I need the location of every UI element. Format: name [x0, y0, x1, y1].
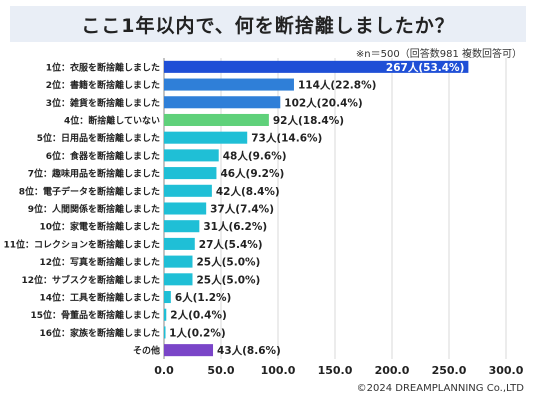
bar [164, 326, 166, 339]
data-label: 6人(1.2%) [175, 291, 232, 304]
bar [164, 273, 193, 286]
category-label: 1位：衣服を断捨離しました [46, 61, 160, 73]
category-label: 15位：骨董品を断捨離しました [30, 309, 160, 321]
bar [164, 308, 167, 321]
category-label: 12位：写真を断捨離しました [39, 256, 160, 268]
category-label: 16位：家族を断捨離しました [39, 327, 160, 339]
bar [164, 220, 200, 233]
bar [164, 291, 171, 304]
data-label: 27人(5.4%) [199, 238, 263, 251]
bar [164, 167, 217, 180]
bar [164, 60, 469, 73]
data-label: 42人(8.4%) [216, 185, 280, 198]
x-tick-label: 250.0 [432, 364, 467, 377]
data-label: 43人(8.6%) [217, 344, 281, 357]
category-label: 12位：サブスクを断捨離しました [21, 274, 160, 286]
bar [164, 113, 269, 126]
chart-title-bar: ここ1年以内で、何を断捨離しましたか？ [10, 6, 526, 42]
bar [164, 149, 219, 162]
data-label: 46人(9.2%) [220, 167, 284, 180]
data-label: 102人(20.4%) [284, 96, 362, 109]
data-label: 73人(14.6%) [251, 132, 322, 145]
category-label: その他 [133, 345, 160, 357]
category-label: 3位：雑貨を断捨離しました [46, 97, 160, 109]
copyright-text: ©2024 DREAMPLANNING Co.,LTD [356, 383, 524, 394]
category-label: 11位：コレクションを断捨離しました [3, 238, 160, 250]
bar [164, 131, 248, 144]
bar [164, 255, 193, 268]
data-label: 2人(0.4%) [170, 309, 227, 322]
chart-title: ここ1年以内で、何を断捨離しましたか？ [81, 14, 455, 37]
data-label: 92人(18.4%) [273, 114, 344, 127]
category-label: 7位：趣味用品を断捨離しました [28, 168, 160, 180]
category-label: 2位：書籍を断捨離しました [46, 79, 160, 91]
data-label: 25人(5.0%) [197, 256, 261, 269]
bar [164, 237, 195, 250]
data-label: 25人(5.0%) [197, 273, 261, 286]
x-tick-label: 150.0 [318, 364, 353, 377]
category-label: 5位：日用品を断捨離しました [37, 132, 160, 144]
data-label: 114人(22.8%) [298, 79, 376, 92]
category-label: 8位：電子データを断捨離しました [19, 185, 160, 197]
bar [164, 202, 207, 215]
x-tick-label: 300.0 [489, 364, 524, 377]
sample-note: ※n＝500（回答数981 複数回答可） [355, 49, 522, 60]
category-label: 4位：断捨離していない [64, 114, 160, 126]
data-label: 37人(7.4%) [210, 203, 274, 216]
bar [164, 184, 212, 197]
data-label: 31人(6.2%) [203, 220, 267, 233]
category-label: 9位：人間関係を断捨離しました [28, 203, 160, 215]
category-label: 14位：工具を断捨離しました [39, 292, 160, 304]
bar [164, 78, 294, 91]
bar [164, 96, 281, 109]
data-label: 1人(0.2%) [169, 326, 226, 339]
bar [164, 344, 214, 357]
data-label: 48人(9.6%) [223, 149, 287, 162]
data-label: 267人(53.4%) [386, 61, 464, 74]
x-tick-label: 50.0 [207, 364, 234, 377]
x-tick-label: 0.0 [154, 364, 174, 377]
x-tick-label: 200.0 [375, 364, 410, 377]
category-label: 6位：食器を断捨離しました [46, 150, 160, 162]
category-label: 10位：家電を断捨離しました [39, 221, 160, 233]
x-tick-label: 100.0 [261, 364, 296, 377]
